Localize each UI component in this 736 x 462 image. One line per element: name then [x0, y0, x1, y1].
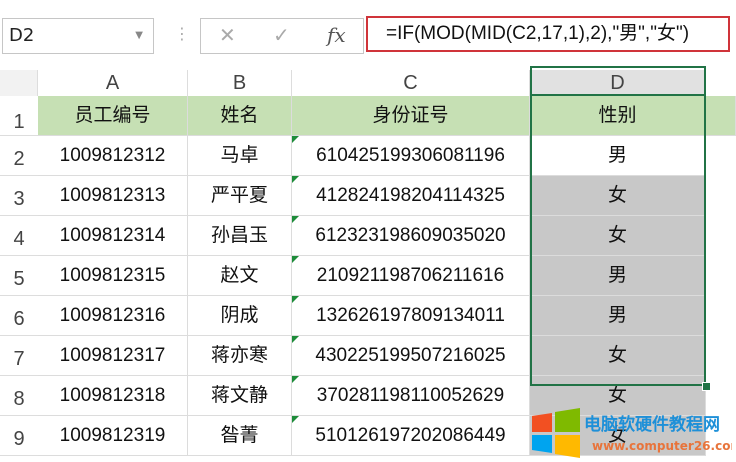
error-indicator-icon: [292, 256, 299, 263]
name-box[interactable]: D2 ▼: [2, 18, 154, 54]
table-cell[interactable]: 女: [530, 336, 706, 376]
column-header-b[interactable]: B: [188, 70, 292, 96]
error-indicator-icon: [292, 296, 299, 303]
table-cell[interactable]: 男: [530, 296, 706, 336]
table-cell[interactable]: 412824198204114325: [292, 176, 530, 216]
table-cell[interactable]: 1009812316: [38, 296, 188, 336]
error-indicator-icon: [292, 136, 299, 143]
error-indicator-icon: [292, 336, 299, 343]
table-cell[interactable]: 昝菁: [188, 416, 292, 456]
header-cell-empty[interactable]: [706, 96, 736, 136]
table-cell[interactable]: 赵文: [188, 256, 292, 296]
table-cell[interactable]: 612323198609035020: [292, 216, 530, 256]
error-indicator-icon: [292, 176, 299, 183]
table-cell[interactable]: 610425199306081196: [292, 136, 530, 176]
table-cell[interactable]: 马卓: [188, 136, 292, 176]
row-header[interactable]: 2: [0, 136, 38, 176]
row-header[interactable]: 3: [0, 176, 38, 216]
table-cell[interactable]: 1009812312: [38, 136, 188, 176]
table-cell[interactable]: 1009812314: [38, 216, 188, 256]
table-cell[interactable]: 蒋文静: [188, 376, 292, 416]
table-cell[interactable]: 1009812319: [38, 416, 188, 456]
row-header[interactable]: 5: [0, 256, 38, 296]
table-cell[interactable]: 1009812315: [38, 256, 188, 296]
cancel-icon[interactable]: ✕: [219, 23, 236, 47]
column-header-c[interactable]: C: [292, 70, 530, 96]
header-cell[interactable]: 员工编号: [38, 96, 188, 136]
table-cell[interactable]: 女: [530, 216, 706, 256]
table-cell[interactable]: 1009812318: [38, 376, 188, 416]
name-box-value: D2: [9, 25, 35, 46]
row-header[interactable]: 6: [0, 296, 38, 336]
row-header[interactable]: 9: [0, 416, 38, 456]
table-cell[interactable]: 男: [530, 136, 706, 176]
error-indicator-icon: [292, 216, 299, 223]
formula-input[interactable]: =IF(MOD(MID(C2,17,1),2),"男","女"): [366, 16, 730, 52]
error-indicator-icon: [292, 376, 299, 383]
column-header-d[interactable]: D: [530, 70, 706, 96]
table-cell[interactable]: 1009812317: [38, 336, 188, 376]
header-cell[interactable]: 身份证号: [292, 96, 530, 136]
table-cell[interactable]: 女: [530, 176, 706, 216]
fx-icon[interactable]: fx: [327, 23, 346, 47]
table-cell[interactable]: 430225199507216025: [292, 336, 530, 376]
error-indicator-icon: [292, 416, 299, 423]
chevron-down-icon[interactable]: ▼: [135, 30, 143, 41]
select-all-corner[interactable]: [0, 70, 38, 96]
row-header[interactable]: 7: [0, 336, 38, 376]
table-cell[interactable]: 210921198706211616: [292, 256, 530, 296]
table-cell[interactable]: 阴成: [188, 296, 292, 336]
header-cell[interactable]: 性别: [530, 96, 706, 136]
table-cell[interactable]: 1009812313: [38, 176, 188, 216]
table-cell[interactable]: 孙昌玉: [188, 216, 292, 256]
check-icon[interactable]: ✓: [273, 23, 290, 47]
svg-text:电脑软硬件教程网: 电脑软硬件教程网: [584, 414, 720, 435]
table-cell[interactable]: 蒋亦寒: [188, 336, 292, 376]
watermark-logo: 电脑软硬件教程网 www.computer26.com: [532, 408, 732, 458]
table-cell[interactable]: 男: [530, 256, 706, 296]
table-cell[interactable]: 510126197202086449: [292, 416, 530, 456]
row-header[interactable]: 8: [0, 376, 38, 416]
row-header[interactable]: 4: [0, 216, 38, 256]
svg-text:www.computer26.com: www.computer26.com: [592, 439, 732, 453]
formula-buttons: ✕ ✓ fx: [200, 18, 364, 54]
table-cell[interactable]: 370281198110052629: [292, 376, 530, 416]
more-icon: ⋮: [174, 24, 190, 43]
table-cell[interactable]: 严平夏: [188, 176, 292, 216]
table-cell[interactable]: 132626197809134011: [292, 296, 530, 336]
fill-handle[interactable]: [702, 382, 711, 391]
table-cell[interactable]: 女: [530, 376, 706, 416]
row-header[interactable]: 1: [0, 96, 38, 136]
column-header-a[interactable]: A: [38, 70, 188, 96]
header-cell[interactable]: 姓名: [188, 96, 292, 136]
